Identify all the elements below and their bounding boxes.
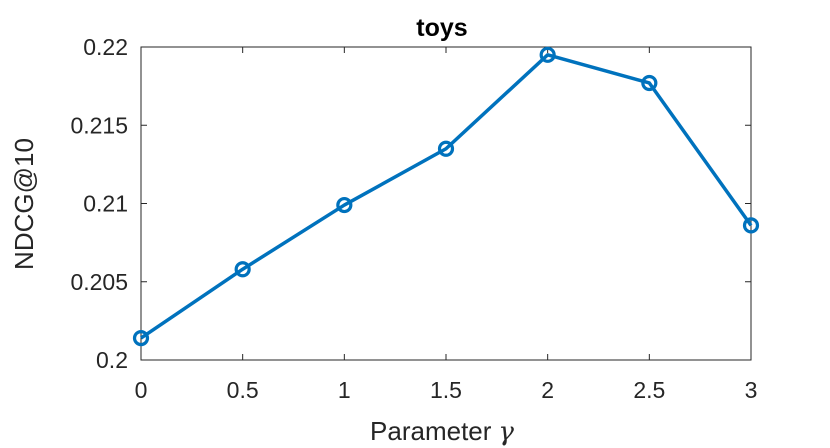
data-point xyxy=(539,46,556,63)
x-tick-label: 2.5 xyxy=(633,377,665,403)
x-axis-label-text: Parameter xyxy=(370,416,492,446)
y-tick-label: 0.22 xyxy=(83,34,128,60)
ticks: 0 0.5 1 1.5 2 2.5 3 0.2 0.205 0.21 0.215 0.22 xyxy=(70,34,757,403)
y-axis-label: NDCG@10 xyxy=(9,138,39,270)
y-tick-label: 0.205 xyxy=(70,269,128,295)
y-tick-label: 0.21 xyxy=(83,191,128,217)
data-point xyxy=(336,196,353,214)
x-tick-label: 1.5 xyxy=(430,377,462,403)
x-tick-label: 1 xyxy=(338,377,351,403)
y-tick-label: 0.2 xyxy=(96,347,128,373)
x-tick-label: 0.5 xyxy=(227,377,259,403)
chart-title: toys xyxy=(416,14,467,42)
axes xyxy=(140,46,752,361)
x-axis-label-symbol: γ xyxy=(498,417,514,447)
plot-box xyxy=(140,46,752,361)
data-point xyxy=(234,261,251,278)
x-tick-label: 0 xyxy=(135,377,148,403)
series-layer xyxy=(132,46,760,347)
data-point xyxy=(132,329,150,347)
y-tick-label: 0.215 xyxy=(70,112,128,138)
data-point xyxy=(742,217,760,234)
x-axis-label: Parameter γ xyxy=(370,416,514,447)
x-tick-label: 2 xyxy=(541,377,554,403)
data-point xyxy=(437,140,455,157)
series-line xyxy=(140,53,753,340)
x-tick-label: 3 xyxy=(745,377,758,403)
data-point xyxy=(641,74,658,92)
